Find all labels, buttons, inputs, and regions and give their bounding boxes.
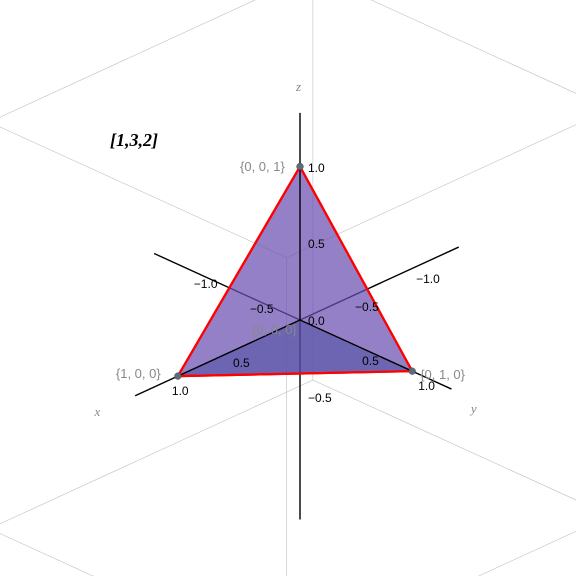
x-tick-0.5: 0.5: [233, 356, 250, 370]
x-axis-label: x: [95, 404, 101, 420]
z-tick-1: 1.0: [308, 161, 325, 175]
y-axis-label: y: [471, 401, 477, 417]
z-axis-label: z: [296, 79, 301, 95]
z-tick-0: 0.0: [308, 314, 325, 328]
annotation-text: [1,3,2]: [110, 130, 158, 151]
x-tick--0.5: −0.5: [355, 300, 379, 314]
z-tick-0.5: 0.5: [308, 237, 325, 251]
vertex-label: {0, 0, 1}: [240, 159, 285, 174]
origin-label: {0, 0, 0}: [252, 322, 297, 337]
y-tick-0.5: 0.5: [362, 354, 379, 368]
x-tick-1: 1.0: [172, 384, 189, 398]
x-tick--1: −1.0: [416, 272, 440, 286]
vertex-label: {0, 1, 0}: [420, 367, 465, 382]
vertex-label: {1, 0, 0}: [116, 366, 161, 381]
y-tick--0.5: −0.5: [250, 302, 274, 316]
y-tick--1: −1.0: [194, 277, 218, 291]
z-tick--0.5: −0.5: [308, 391, 332, 405]
